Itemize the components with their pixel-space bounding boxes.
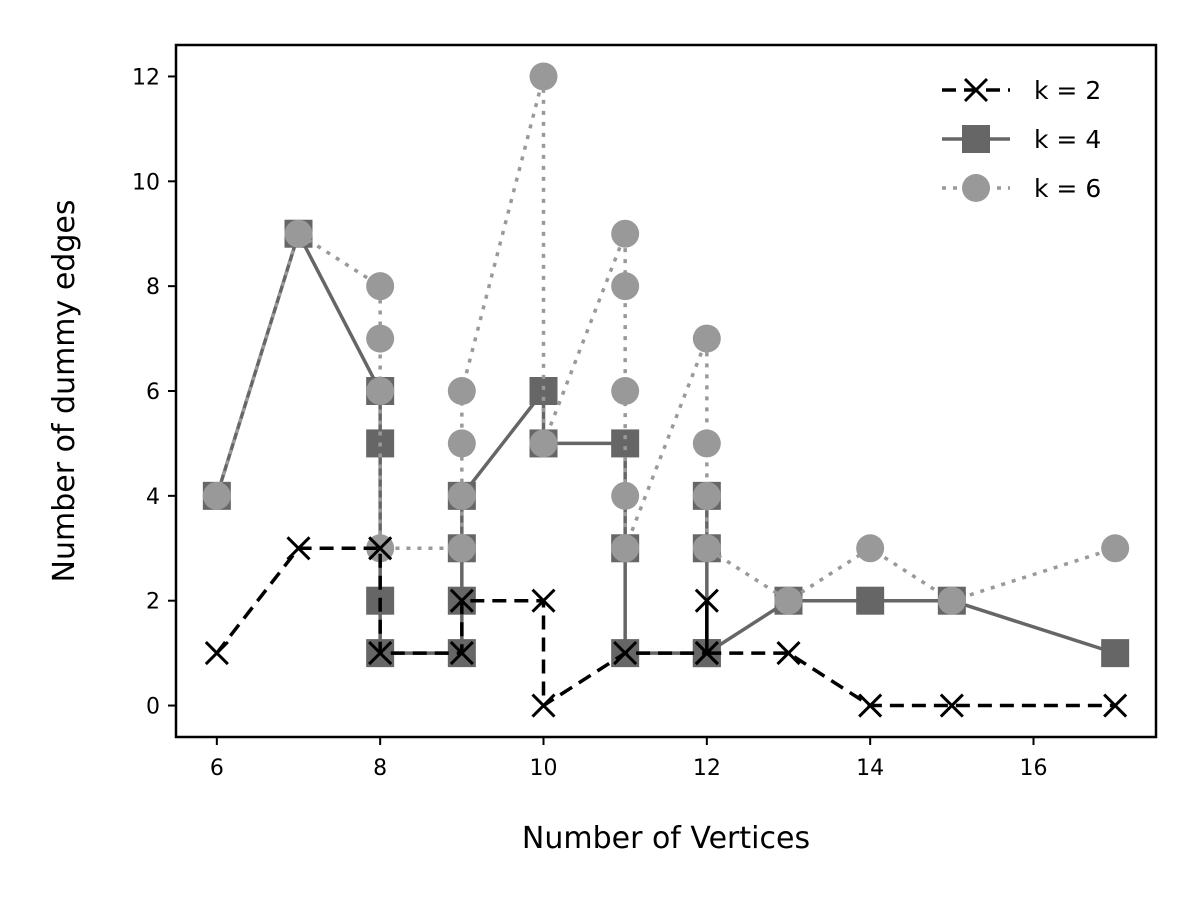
y-tick-label: 12 xyxy=(132,65,160,90)
y-tick-label: 6 xyxy=(146,380,160,405)
y-tick-label: 10 xyxy=(132,170,160,195)
series-k6-point xyxy=(366,324,395,353)
series-k2-point xyxy=(531,588,556,613)
series-k2-point xyxy=(449,588,474,613)
series-k2-point xyxy=(449,641,474,666)
series-k6-point xyxy=(529,62,558,91)
x-axis-label: Number of Vertices xyxy=(522,821,810,856)
series-k2-point xyxy=(368,641,393,666)
legend: k = 2 k = 4 k = 6 xyxy=(942,76,1101,203)
series-k6-point xyxy=(447,377,476,405)
series-k6-point xyxy=(284,219,313,248)
series-k6-point xyxy=(366,377,395,405)
y-tick-label: 8 xyxy=(146,275,160,300)
legend-label: k = 6 xyxy=(1034,174,1101,203)
legend-marker xyxy=(962,125,990,153)
series-k2-point xyxy=(694,588,719,613)
legend-item: k = 6 xyxy=(942,174,1101,203)
x-tick-label: 14 xyxy=(856,756,884,781)
series-k4-point xyxy=(856,586,885,615)
series-k2-line xyxy=(215,546,1116,708)
plot-frame xyxy=(174,43,1158,739)
y-axis: 0 2 4 6 8 10 12 xyxy=(132,65,176,720)
series-k6-point xyxy=(856,534,885,563)
series-k2-point xyxy=(286,536,311,561)
series-k2-point xyxy=(858,693,883,718)
series-k6-point xyxy=(447,481,476,510)
legend-marker xyxy=(963,77,989,103)
series-k2-point xyxy=(694,641,719,666)
series-k2 xyxy=(204,536,1128,718)
series-k6-point xyxy=(447,534,476,563)
y-tick-label: 4 xyxy=(146,485,160,510)
series-k6-point xyxy=(529,429,558,458)
y-axis-label: Number of dummy edges xyxy=(47,200,82,583)
series-k4-point xyxy=(1101,639,1130,668)
series-k2-point xyxy=(613,641,638,666)
series-k6-point xyxy=(937,586,966,615)
y-tick-label: 2 xyxy=(146,590,160,615)
series-k6-point xyxy=(692,481,721,510)
series-k6-point xyxy=(202,481,231,510)
legend-item: k = 2 xyxy=(942,76,1101,105)
x-tick-label: 10 xyxy=(530,756,558,781)
x-tick-label: 6 xyxy=(210,756,224,781)
series-k6-point xyxy=(774,586,803,615)
legend-label: k = 2 xyxy=(1034,76,1101,105)
series-k6-point xyxy=(611,377,640,405)
legend-marker xyxy=(962,174,990,202)
series-k2-point xyxy=(531,693,556,718)
plot-area xyxy=(202,62,1130,718)
series-k2-point xyxy=(939,693,964,718)
series-k6-point xyxy=(611,219,640,248)
series-k6-point xyxy=(447,429,476,458)
x-tick-label: 12 xyxy=(693,756,721,781)
series-k6-point xyxy=(611,534,640,563)
series-k6-point xyxy=(611,481,640,510)
series-k2-point xyxy=(204,641,229,666)
series-k4-point xyxy=(611,429,640,458)
legend-item: k = 4 xyxy=(942,125,1101,154)
x-tick-label: 8 xyxy=(373,756,387,781)
series-k6-point xyxy=(692,429,721,458)
series-k6 xyxy=(202,62,1130,615)
series-k6-point xyxy=(692,534,721,563)
series-k6-point xyxy=(1101,534,1130,563)
series-k2-point xyxy=(368,536,393,561)
series-k6-point xyxy=(366,272,395,301)
series-k6-point xyxy=(611,272,640,301)
series-k6-point xyxy=(692,324,721,353)
y-tick-label: 0 xyxy=(146,695,160,720)
series-k2-point xyxy=(776,641,801,666)
series-k2-point xyxy=(1103,693,1128,718)
legend-label: k = 4 xyxy=(1034,125,1101,154)
x-tick-label: 16 xyxy=(1020,756,1048,781)
series-k4 xyxy=(202,219,1130,668)
x-axis: 6 8 10 12 14 16 xyxy=(210,737,1048,781)
